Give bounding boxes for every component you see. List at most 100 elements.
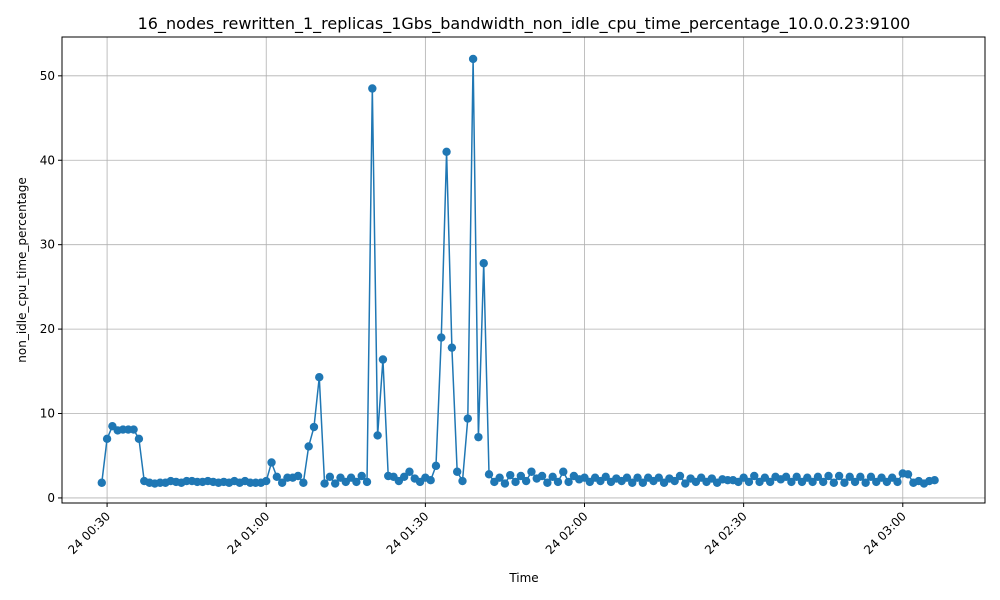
y-axis: 0 10 20 30 40 50 [40, 69, 62, 505]
data-point [675, 471, 685, 481]
data-point [628, 478, 637, 487]
y-tick-label: 40 [40, 153, 55, 167]
x-tick-label: 24 00:30 [65, 509, 113, 557]
data-point [521, 476, 531, 486]
data-point [399, 472, 409, 482]
data-point [845, 472, 854, 482]
data-point [516, 471, 526, 481]
data-point [315, 373, 324, 382]
data-point [272, 472, 282, 482]
data-point [129, 425, 138, 434]
data-point [452, 467, 462, 476]
data-point [495, 473, 504, 482]
y-tick-label: 0 [47, 491, 55, 505]
data-point [320, 479, 329, 488]
x-tick-label: 24 01:00 [224, 509, 272, 557]
data-point [299, 478, 308, 487]
data-point [330, 479, 340, 488]
data-point [102, 434, 112, 444]
data-point [638, 478, 648, 487]
y-axis-label: non_idle_cpu_time_percentage [15, 177, 29, 362]
data-point [781, 472, 791, 482]
y-tick-label: 30 [40, 238, 55, 252]
data-point [681, 479, 690, 488]
data-point [309, 422, 319, 432]
y-tick-label: 50 [40, 69, 55, 83]
data-point [633, 473, 642, 482]
data-point [893, 477, 902, 487]
data-point [500, 479, 510, 488]
data-point [622, 473, 632, 482]
data-point [442, 147, 451, 157]
data-point [903, 470, 913, 479]
data-point [553, 477, 563, 487]
data-point [601, 472, 610, 482]
data-point [819, 477, 828, 487]
data-point [458, 476, 467, 486]
data-point [559, 467, 568, 476]
x-tick-label: 24 03:00 [861, 509, 909, 557]
data-point [373, 431, 382, 440]
data-point [267, 458, 276, 467]
data-point [537, 471, 547, 481]
data-point [866, 472, 876, 482]
x-axis: 24 00:30 24 01:00 24 01:30 24 02:00 24 02:30… [65, 503, 909, 557]
data-point [670, 476, 679, 486]
x-axis-label: Time [508, 571, 538, 585]
data-point [431, 461, 441, 471]
data-point [813, 472, 823, 482]
data-point [829, 478, 839, 487]
series-line [101, 58, 935, 485]
data-point [511, 477, 520, 487]
data-point [484, 470, 494, 479]
data-point [293, 471, 303, 481]
data-point [850, 477, 860, 487]
data-point [463, 414, 472, 423]
data-point [840, 478, 849, 487]
data-point [834, 471, 844, 481]
y-tick-label: 10 [40, 407, 55, 421]
data-point [474, 432, 483, 442]
data-point [479, 259, 488, 268]
plot-frame [61, 36, 986, 504]
data-point [930, 476, 939, 485]
chart-title: 16_nodes_rewritten_1_replicas_1Gbs_bandw… [138, 14, 911, 34]
x-tick-label: 24 01:30 [384, 509, 432, 557]
data-point [304, 442, 313, 451]
data-point [787, 477, 796, 487]
data-point [362, 477, 372, 487]
data-point [824, 471, 833, 481]
data-point [744, 477, 754, 487]
data-point [808, 477, 817, 487]
data-point [97, 478, 106, 487]
data-point [792, 472, 801, 482]
data-point [506, 470, 515, 480]
data-point [134, 434, 144, 444]
data-point [654, 473, 663, 482]
data-point [861, 478, 870, 487]
data-point [378, 355, 388, 364]
data-point [527, 467, 536, 476]
data-point [325, 472, 335, 482]
data-point [468, 54, 478, 64]
data-point [750, 471, 759, 481]
data-point [426, 476, 435, 485]
data-point [368, 84, 377, 93]
x-tick-label: 24 02:30 [702, 509, 750, 557]
data-point [437, 333, 446, 342]
data-point [447, 343, 457, 352]
data-point [543, 478, 552, 487]
data-point [548, 472, 557, 482]
data-point [262, 476, 271, 486]
data-point [856, 472, 865, 482]
data-point [352, 477, 361, 487]
data-point [765, 477, 775, 487]
x-tick-label: 24 02:00 [543, 509, 591, 557]
y-tick-label: 20 [40, 322, 55, 336]
series-layer [97, 54, 939, 488]
data-point [357, 471, 366, 481]
grid [62, 37, 985, 503]
data-point [277, 478, 287, 487]
data-point [564, 477, 573, 487]
